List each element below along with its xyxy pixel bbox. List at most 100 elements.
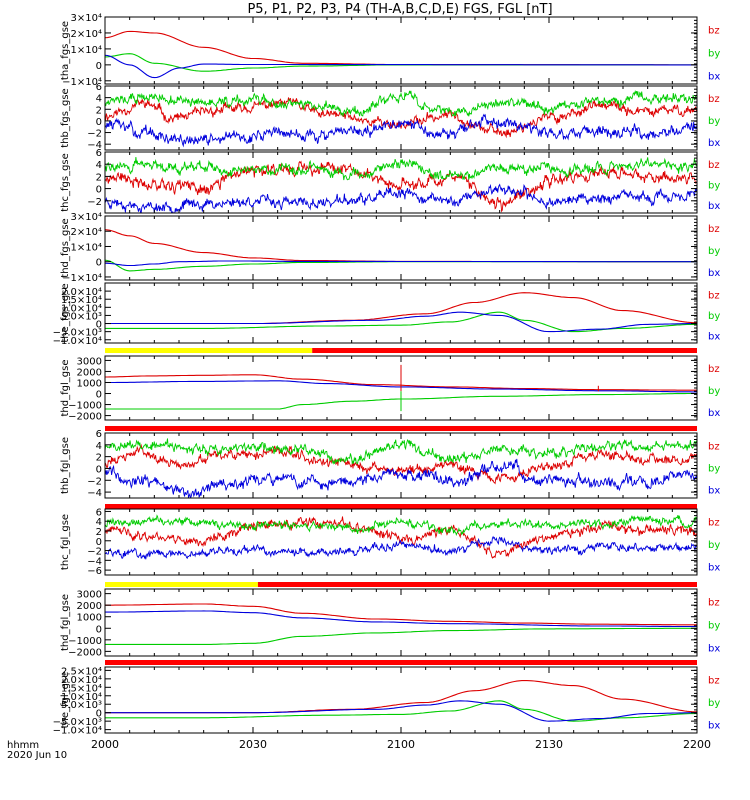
panel-frame [104, 16, 698, 85]
y-tick-label: 0 [96, 185, 102, 196]
series-bx-line [105, 54, 697, 79]
series-bx-line [105, 183, 697, 213]
y-tick-label: −1000 [68, 401, 102, 412]
y-tick-label: 1.0×10⁴ [61, 303, 102, 314]
legend-by: by [708, 181, 720, 192]
y-tick-label: 5.0×10³ [61, 311, 102, 322]
legend: bz by bx [708, 224, 720, 279]
y-tick-label: 0 [96, 464, 102, 475]
legend-by: by [708, 386, 720, 397]
y-tick-label: −6 [87, 566, 102, 577]
legend: bz by bx [708, 676, 720, 732]
legend-bx: bx [708, 268, 720, 279]
y-tick-label: −2000 [68, 412, 102, 423]
legend-by: by [708, 540, 720, 551]
legend-bx: bx [708, 71, 720, 82]
y-tick-label: −1×10⁴ [62, 273, 102, 284]
y-tick-label: 0 [96, 258, 102, 269]
y-tick-label: 0 [96, 320, 102, 331]
panel-the_fgs_gse: 2.0×10⁴1.5×10⁴1.0×10⁴5.0×10³0−5.0×10³−1.… [53, 282, 720, 353]
y-tick-label: −1.0×10⁴ [53, 336, 102, 347]
y-tick-label: −2000 [68, 647, 102, 658]
y-tick-label: −2 [87, 547, 102, 558]
series-bx-line [105, 700, 697, 722]
flag-bar-red [105, 504, 697, 509]
y-tick-label: 6 [96, 429, 102, 440]
legend-bx: bx [708, 720, 720, 731]
series-group [105, 679, 697, 722]
y-tick-label: 0 [96, 61, 102, 72]
series-group [105, 514, 697, 560]
y-tick-label: 2 [96, 527, 102, 538]
series-by-line [105, 627, 697, 645]
series-bz-line [105, 292, 697, 325]
legend-bz: bz [708, 26, 720, 37]
series-group [105, 603, 697, 645]
y-axis-label: thc_fgs_gse [60, 153, 71, 212]
series-bz-line [105, 229, 697, 263]
y-tick-label: 1.5×10⁴ [61, 683, 102, 694]
series-bz-line [105, 97, 697, 139]
series-group [105, 30, 697, 79]
plot-title: P5, P1, P2, P3, P4 (TH-A,B,C,D,E) FGS, F… [247, 2, 552, 17]
series-bx-line [105, 610, 697, 628]
x-tick-label: 2000 [91, 738, 119, 751]
legend-bx: bx [708, 408, 720, 419]
legend-by: by [708, 621, 720, 632]
y-tick-label: −4 [87, 488, 102, 499]
series-group [105, 292, 697, 333]
y-tick-label: −1.0×10⁴ [53, 726, 102, 737]
y-tick-label: 4 [96, 94, 102, 105]
series-bz-line [105, 679, 697, 714]
series-bx-line [105, 535, 697, 560]
series-bx-line [105, 458, 697, 498]
x-tick-label: 2100 [387, 738, 415, 751]
y-tick-label: 2000 [77, 367, 102, 378]
flag-bar-yellow [105, 582, 258, 587]
y-tick-label: 5.0×10³ [61, 700, 102, 711]
legend-bz: bz [708, 518, 720, 529]
y-tick-label: 2000 [77, 601, 102, 612]
legend: bz by bx [708, 441, 720, 496]
legend-bx: bx [708, 138, 720, 149]
panel-frame [104, 282, 698, 344]
legend-bz: bz [708, 441, 720, 452]
y-tick-label: 6 [96, 82, 102, 93]
legend-by: by [708, 698, 720, 709]
legend: bz by bx [708, 598, 720, 655]
y-tick-label: 2 [96, 453, 102, 464]
y-tick-label: 2 [96, 172, 102, 183]
y-tick-label: 2.5×10⁴ [61, 666, 102, 677]
y-tick-label: −4 [87, 556, 102, 567]
series-bz-line [105, 603, 697, 626]
y-tick-label: 4 [96, 517, 102, 528]
y-tick-label: 6 [96, 507, 102, 518]
y-tick-label: 0 [96, 624, 102, 635]
flag-bar-red [257, 582, 697, 587]
y-axis-label: thd_fgl_gse [60, 594, 71, 651]
y-tick-label: 4 [96, 160, 102, 171]
y-tick-label: −2 [87, 476, 102, 487]
series-by-line [105, 438, 697, 465]
legend-bz: bz [708, 160, 720, 171]
y-tick-label: 1000 [77, 378, 102, 389]
legend-bz: bz [708, 224, 720, 235]
panel-the_fgl_gse: 2.5×10⁴2.0×10⁴1.5×10⁴1.0×10⁴5.0×10³0−5.0… [53, 666, 721, 736]
y-tick-label: 3000 [77, 590, 102, 601]
y-tick-label: −5.0×10³ [53, 717, 102, 728]
y-axis-label: thb_fgs_gse [60, 88, 71, 147]
series-by-line [105, 311, 697, 333]
y-tick-label: 0 [96, 709, 102, 720]
y-tick-label: 1×10⁴ [71, 242, 102, 253]
y-tick-label: 3×10⁴ [71, 13, 102, 24]
y-tick-label: 0 [96, 390, 102, 401]
series-group [105, 156, 697, 213]
series-bx-line [105, 113, 697, 148]
y-axis-label: thd_fgl_gse [60, 360, 71, 417]
legend: bz by bx [708, 518, 720, 574]
